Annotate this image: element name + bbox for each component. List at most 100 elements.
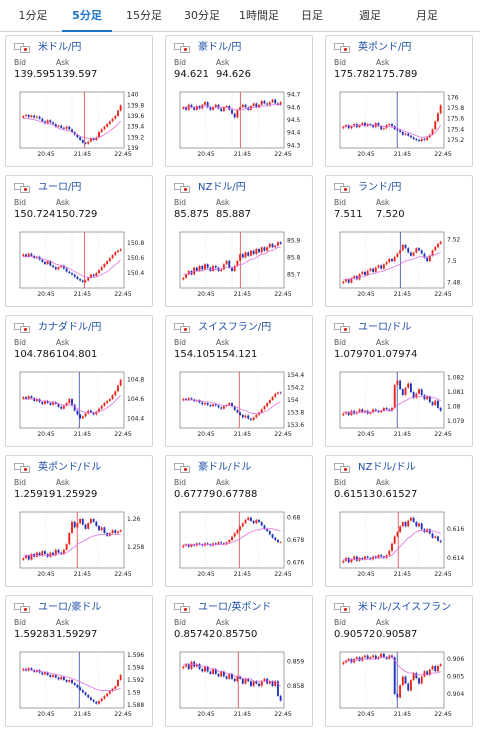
- y-tick-label: 94.7: [287, 92, 301, 99]
- currency-pair-name[interactable]: 豪ドル/円: [198, 42, 242, 53]
- candle-body: [231, 109, 233, 114]
- candlestick-chart[interactable]: 150.8 150.6 150.4 20:45 21:45 22:45: [6, 228, 154, 306]
- currency-pair-name[interactable]: 英ポンド/ドル: [38, 462, 102, 473]
- currency-pair-name[interactable]: 米ドル/スイスフラン: [358, 602, 452, 613]
- candle-body: [57, 403, 60, 407]
- currency-card[interactable]: スイスフラン/円 Bid Ask 154.105 154.121 154.4 154.2 15…: [165, 315, 313, 447]
- candle-body: [81, 689, 84, 693]
- ask-value: 1.59297: [56, 629, 98, 640]
- candle-body: [114, 686, 117, 689]
- candlestick-chart[interactable]: 0.859 0.858 20:45 21:45 22:45: [166, 648, 314, 726]
- candlestick-chart[interactable]: 94.7 94.6 94.5 94.4 94.3 20:45 21:45 22:45: [166, 88, 314, 166]
- candle-body: [345, 412, 347, 414]
- moving-average-line: [183, 399, 281, 415]
- currency-pair-name[interactable]: スイスフラン/円: [198, 322, 272, 333]
- currency-pair-name[interactable]: ユーロ/ドル: [358, 322, 412, 333]
- currency-pair-name[interactable]: 英ポンド/円: [358, 42, 412, 53]
- candle-body: [358, 125, 361, 128]
- currency-pair-name[interactable]: ユーロ/英ポンド: [198, 602, 272, 613]
- currency-card[interactable]: ユーロ/ドル Bid Ask 1.07970 1.07974 1.082 1.081 1.08…: [325, 315, 473, 447]
- candle-body: [212, 669, 215, 674]
- currency-pair-name[interactable]: ユーロ/円: [38, 182, 82, 193]
- candle-body: [25, 114, 27, 116]
- currency-card[interactable]: 英ポンド/ドル Bid Ask 1.25919 1.25929 1.26 1.258 20:4…: [5, 455, 153, 587]
- candle-body: [355, 657, 358, 659]
- candle-body: [372, 125, 375, 128]
- currency-pair-name[interactable]: NZドル/ドル: [358, 462, 416, 473]
- y-tick-label: 139.4: [127, 124, 144, 131]
- candle-body: [244, 415, 247, 418]
- currency-card[interactable]: 豪ドル/ドル Bid Ask 0.67779 0.67788 0.68 0.678 0.676…: [165, 455, 313, 587]
- candle-body: [89, 274, 92, 278]
- currency-card[interactable]: 豪ドル/円 Bid Ask 94.621 94.626 94.7 94.6 94.5 94.4 9…: [165, 35, 313, 167]
- bid-label: Bid: [14, 618, 26, 627]
- candle-body: [347, 659, 350, 661]
- currency-pair-name[interactable]: 米ドル/円: [38, 42, 82, 53]
- currency-pair-name[interactable]: ランド/円: [358, 182, 402, 193]
- candle-body: [437, 400, 439, 408]
- candlestick-chart[interactable]: 0.68 0.678 0.676 20:45 21:45 22:45: [166, 508, 314, 586]
- candle-body: [382, 128, 385, 130]
- candle-body: [117, 110, 119, 116]
- currency-card[interactable]: ユーロ/英ポンド Bid Ask 0.85742 0.85750 0.859 0.858 20…: [165, 595, 313, 727]
- candlestick-chart[interactable]: 1.082 1.081 1.08 1.079 20:45 21:45 22:45: [326, 368, 474, 446]
- candle-body: [355, 412, 358, 414]
- tab-7[interactable]: 週足: [359, 9, 381, 22]
- currency-pair-name[interactable]: ユーロ/豪ドル: [38, 602, 102, 613]
- y-tick-label: 0.858: [287, 683, 304, 690]
- currency-card[interactable]: ランド/円 Bid Ask 7.511 7.520 7.52 7.5 7.48 20:45 21:…: [325, 175, 473, 307]
- currency-card[interactable]: NZドル/円 Bid Ask 85.875 85.887 85.9 85.8 85.7 20:4…: [165, 175, 313, 307]
- y-tick-label: 94.3: [287, 142, 301, 149]
- candle-body: [263, 525, 266, 529]
- candle-body: [182, 107, 185, 109]
- candlestick-chart[interactable]: 85.9 85.8 85.7 20:45 21:45 22:45: [166, 228, 314, 306]
- candle-body: [366, 655, 369, 659]
- currency-card[interactable]: 英ポンド/円 Bid Ask 175.782 175.789 176 175.8 175.6 1…: [325, 35, 473, 167]
- currency-card[interactable]: ユーロ/豪ドル Bid Ask 1.59283 1.59297 1.596 1.594 1.5…: [5, 595, 153, 727]
- candlestick-chart[interactable]: 7.52 7.5 7.48 20:45 21:45 22:45: [326, 228, 474, 306]
- bid-value: 0.61513: [334, 489, 376, 500]
- candlestick-chart[interactable]: 176 175.8 175.6 175.4 175.2 20:45 21:45 22:45: [326, 88, 474, 166]
- candle-body: [201, 104, 204, 109]
- x-tick-label: 20:45: [37, 291, 54, 298]
- candle-body: [60, 406, 63, 409]
- tab-3[interactable]: 15分足: [126, 9, 162, 22]
- candle-body: [266, 247, 269, 251]
- tab-1[interactable]: 1分足: [18, 9, 48, 22]
- candle-body: [404, 133, 407, 135]
- candlestick-chart[interactable]: 154.4 154.2 154 153.8 153.6 20:45 21:45 22:45: [166, 368, 314, 446]
- currency-pair-name[interactable]: カナダドル/円: [38, 322, 102, 333]
- candlestick-chart[interactable]: 0.906 0.905 0.904 20:45 21:45 22:45: [326, 648, 474, 726]
- currency-card[interactable]: NZドル/ドル Bid Ask 0.61513 0.61527 0.616 0.614 20:…: [325, 455, 473, 587]
- tab-2[interactable]: 5分足: [62, 0, 112, 32]
- candle-body: [393, 256, 396, 262]
- candlestick-chart[interactable]: 0.616 0.614 20:45 21:45 22:45: [326, 508, 474, 586]
- candle-body: [117, 385, 119, 392]
- candlestick-chart[interactable]: 140 139.8 139.6 139.4 139.2 139 20:45 21:45 22:4…: [6, 88, 154, 166]
- y-tick-label: 150.8: [127, 240, 144, 247]
- currency-card[interactable]: カナダドル/円 Bid Ask 104.786 104.801 104.8 104.6 104…: [5, 315, 153, 447]
- tab-6[interactable]: 日足: [301, 9, 323, 22]
- candlestick-chart[interactable]: 1.596 1.594 1.592 1.59 1.588 20:45 21:45 22:45: [6, 648, 154, 726]
- y-tick-label: 104.6: [127, 396, 144, 403]
- currency-pair-name[interactable]: NZドル/円: [198, 182, 246, 193]
- candle-body: [350, 126, 353, 129]
- candle-body: [228, 106, 231, 110]
- candle-body: [231, 673, 233, 679]
- currency-pair-name[interactable]: 豪ドル/ドル: [198, 462, 252, 473]
- candle-body: [279, 102, 282, 105]
- candle-body: [193, 107, 196, 110]
- candlestick-chart[interactable]: 1.26 1.258 20:45 21:45 22:45: [6, 508, 154, 586]
- tab-5[interactable]: 1時間足: [239, 9, 279, 22]
- candle-body: [233, 113, 236, 118]
- candle-body: [437, 113, 439, 122]
- currency-card[interactable]: 米ドル/円 Bid Ask 139.595 139.597 140 139.8 139.6 13…: [5, 35, 153, 167]
- currency-card[interactable]: 米ドル/スイスフラン Bid Ask 0.90572 0.90587 0.906 0.905…: [325, 595, 473, 727]
- tab-4[interactable]: 30分足: [184, 9, 220, 22]
- candlestick-chart[interactable]: 104.8 104.6 104.4 20:45 21:45 22:45: [6, 368, 154, 446]
- currency-card[interactable]: ユーロ/円 Bid Ask 150.724 150.729 150.8 150.6 150.4…: [5, 175, 153, 307]
- moving-average-line: [183, 528, 281, 545]
- candle-body: [54, 675, 57, 678]
- candle-body: [228, 673, 231, 679]
- tab-8[interactable]: 月足: [416, 9, 438, 22]
